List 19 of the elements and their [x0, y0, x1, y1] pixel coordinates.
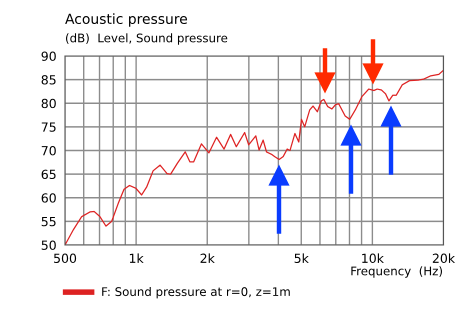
- x-tick-label: 20k: [432, 253, 456, 264]
- x-tick-label: 2k: [200, 253, 215, 263]
- x-axis-title: Frequency (Hz): [351, 266, 442, 278]
- y-tick-label: 90: [42, 51, 56, 61]
- y-tick-label: 60: [42, 193, 56, 203]
- chart-subtitle: (dB) Level, Sound pressure: [66, 33, 228, 45]
- legend-label: F: Sound pressure at r=0, z=1m: [102, 286, 290, 298]
- x-tick-label: 5k: [294, 253, 309, 264]
- y-tick-label: 55: [42, 217, 56, 226]
- y-tick-label: 65: [42, 170, 56, 180]
- y-tick-label: 80: [42, 98, 56, 108]
- chart-title: Acoustic pressure: [65, 13, 188, 27]
- y-tick-label: 75: [42, 122, 56, 132]
- y-tick-label: 70: [42, 146, 56, 156]
- x-tick-label: 1k: [130, 253, 144, 263]
- x-tick-label: 500: [54, 254, 76, 264]
- y-tick-label: 50: [42, 240, 56, 250]
- x-tick-label: 10k: [362, 253, 384, 264]
- y-tick-label: 85: [42, 75, 56, 85]
